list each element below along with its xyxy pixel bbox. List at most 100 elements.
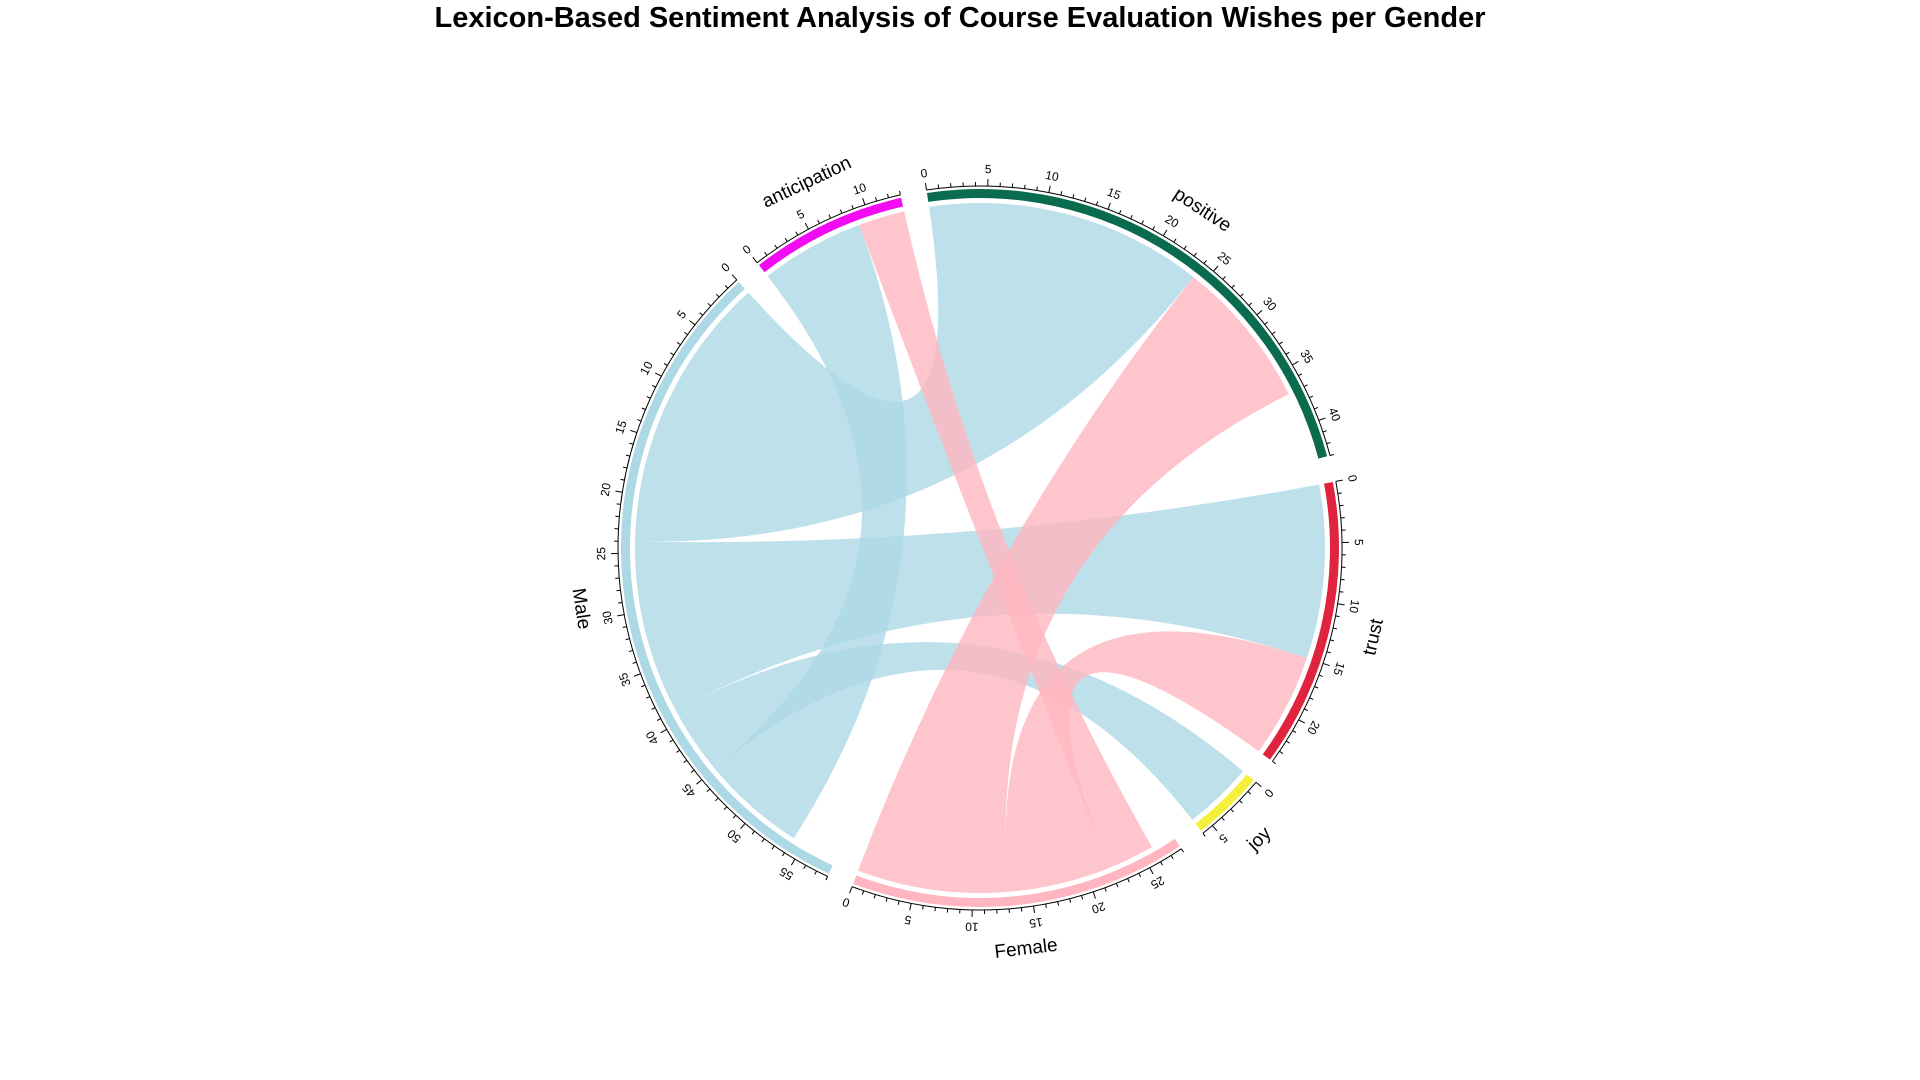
tick-label: 15 — [1105, 185, 1123, 203]
tick-axis-anticipation — [756, 194, 901, 264]
tick-mark — [1271, 331, 1276, 335]
tick-mark — [1048, 185, 1051, 193]
tick-label: 5 — [1216, 831, 1230, 846]
tick-mark — [1318, 417, 1326, 421]
tick-mark — [1072, 194, 1075, 199]
tick-mark — [764, 251, 768, 256]
tick-mark — [1247, 791, 1252, 795]
tick-mark — [1326, 442, 1331, 445]
tick-mark — [625, 638, 630, 641]
tick-label: 15 — [1330, 660, 1348, 677]
tick-mark — [1084, 197, 1087, 202]
tick-label: 5 — [794, 206, 807, 222]
tick-mark — [740, 823, 746, 830]
tick-mark — [651, 384, 656, 388]
tick-mark — [751, 830, 755, 835]
tick-label: 35 — [1297, 347, 1316, 366]
sector-label-trust: trust — [1359, 616, 1388, 657]
link-male-positive — [635, 203, 1194, 542]
tick-mark — [1309, 697, 1314, 700]
tick-mark — [825, 876, 829, 881]
tick-mark — [875, 197, 878, 202]
tick-mark — [641, 407, 646, 410]
tick-mark — [1203, 260, 1207, 264]
tick-mark — [1193, 252, 1197, 257]
tick-mark — [1115, 883, 1119, 888]
tick-label: 0 — [718, 260, 733, 275]
sector-label-anticipation: anticipation — [759, 152, 855, 212]
tick-label: 50 — [724, 826, 743, 846]
tick-mark — [1170, 855, 1174, 860]
tick-mark — [1127, 878, 1130, 883]
tick-label: 20 — [1163, 212, 1182, 231]
tick-mark — [699, 312, 704, 316]
tick-mark — [1303, 384, 1308, 388]
tick-label: 0 — [740, 242, 754, 257]
tick-mark — [663, 363, 668, 366]
tick-mark — [784, 237, 788, 242]
tick-mark — [1069, 898, 1072, 903]
tick-mark — [660, 728, 667, 734]
tick-mark — [922, 905, 924, 910]
tick-mark — [1104, 887, 1107, 892]
tick-label: 35 — [616, 671, 634, 689]
tick-mark — [1337, 492, 1342, 495]
tick-mark — [1212, 825, 1218, 832]
tick-label: 10 — [851, 180, 868, 198]
tick-mark — [1213, 265, 1219, 272]
tick-mark — [707, 302, 712, 307]
tick-mark — [1107, 202, 1111, 210]
tick-label: 40 — [643, 728, 662, 747]
tick-mark — [646, 396, 651, 399]
link-male-trust — [634, 484, 1325, 711]
tick-label: 0 — [840, 895, 851, 911]
tick-mark — [849, 886, 853, 894]
link-female-positive — [858, 276, 1289, 894]
tick-mark — [656, 718, 661, 721]
tick-label: 5 — [903, 912, 913, 927]
tick-mark — [1314, 686, 1319, 689]
tick-mark — [1162, 229, 1168, 237]
tick-label: 10 — [965, 920, 979, 934]
tick-mark — [615, 490, 623, 493]
tick-mark — [803, 865, 807, 870]
tick-mark — [1279, 750, 1284, 754]
tick-mark — [1202, 832, 1206, 837]
tick-mark — [628, 649, 633, 653]
tick-mark — [1183, 245, 1187, 250]
sector-label-positive: positive — [1170, 184, 1235, 237]
tick-label: 5 — [674, 307, 689, 321]
tick-mark — [1160, 861, 1163, 866]
tick-mark — [1285, 740, 1290, 744]
tick-label: 0 — [920, 166, 929, 181]
tick-mark — [1081, 895, 1084, 900]
tick-mark — [683, 759, 688, 764]
tick-mark — [622, 626, 627, 628]
tick-mark — [1256, 309, 1263, 316]
tick-mark — [1173, 238, 1177, 243]
sector-anticipation — [758, 197, 904, 273]
tick-mark — [731, 274, 738, 281]
sector-trust — [1262, 481, 1339, 760]
tick-mark — [1118, 210, 1122, 215]
tick-mark — [817, 219, 820, 224]
tick-mark — [1180, 848, 1185, 853]
tick-mark — [795, 231, 799, 236]
tick-mark — [1138, 873, 1141, 878]
tick-mark — [670, 352, 675, 356]
tick-mark — [1231, 284, 1235, 289]
tick-label: 20 — [598, 482, 614, 498]
sector-label-male: Male — [568, 587, 595, 631]
tick-label: 20 — [1304, 719, 1323, 738]
tick-mark — [651, 707, 656, 710]
tick-mark — [1141, 220, 1144, 225]
tick-mark — [620, 478, 625, 481]
tick-mark — [1314, 406, 1319, 410]
chart-title: Lexicon-Based Sentiment Analysis of Cour… — [434, 2, 1486, 34]
tick-mark — [1222, 276, 1226, 280]
tick-mark — [1149, 867, 1154, 875]
tick-mark — [1130, 214, 1133, 220]
tick-label: 40 — [1326, 406, 1344, 424]
tick-mark — [632, 661, 637, 664]
tick-mark — [689, 320, 696, 326]
